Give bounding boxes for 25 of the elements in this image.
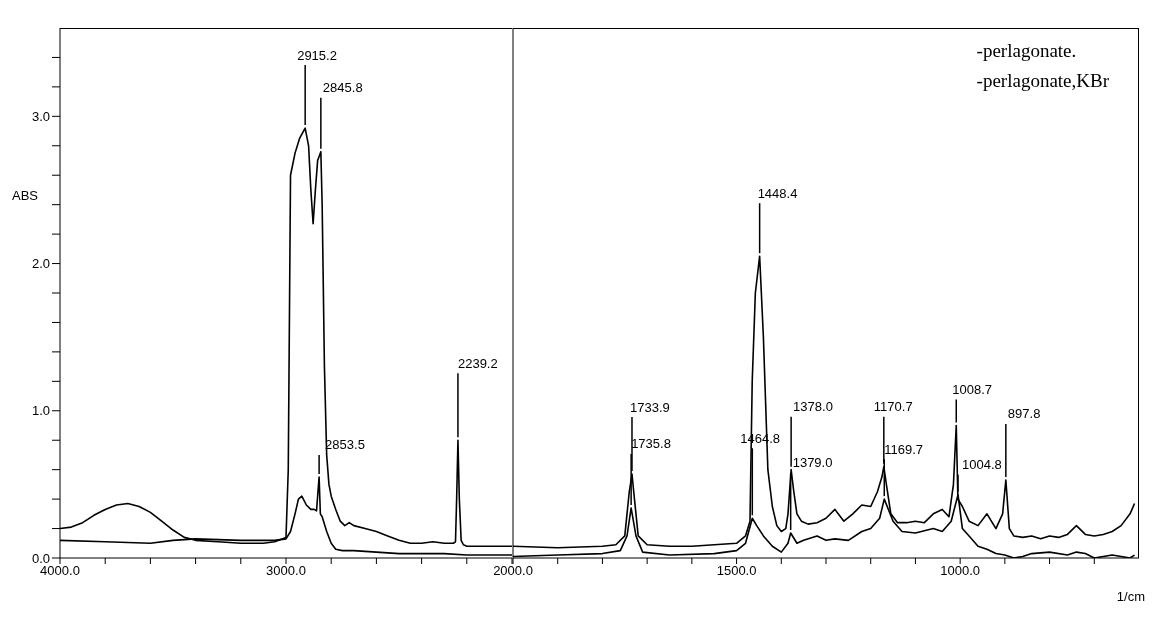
- annotation: -perlagonate.: [976, 39, 1078, 63]
- y-tick-label: 1.0: [31, 403, 50, 419]
- annotation: 1169.7: [884, 441, 924, 457]
- annotation: 897.8: [1007, 406, 1041, 422]
- annotation: 2845.8: [322, 80, 363, 96]
- y-tick-label: 3.0: [31, 108, 50, 124]
- y-tick-label: 2.0: [31, 256, 50, 272]
- annotation: 1378.0: [793, 399, 833, 415]
- y-tick-label: 0.0: [31, 550, 50, 566]
- annotation: 1170.7: [873, 399, 913, 415]
- x-axis-title: 1/cm: [1116, 589, 1145, 604]
- x-tick-label: 1500.0: [716, 563, 757, 579]
- x-tick-label: 3000.0: [266, 563, 306, 579]
- annotation: 1379.0: [792, 455, 833, 471]
- y-axis-title: ABS: [12, 188, 39, 203]
- annotation: 2915.2: [297, 47, 337, 63]
- annotation: 1448.4: [757, 185, 798, 201]
- annotation: 2239.2: [457, 355, 498, 371]
- annotation: 1004.8: [962, 457, 1002, 473]
- x-tick-label: 4000.0: [40, 563, 80, 579]
- annotation: -perlagonate,KBr: [976, 69, 1109, 93]
- annotation: 1008.7: [952, 381, 993, 397]
- x-tick-label: 1000.0: [940, 563, 981, 579]
- x-tick-label: 2000.0: [493, 563, 533, 579]
- annotation: 1733.9: [629, 399, 670, 415]
